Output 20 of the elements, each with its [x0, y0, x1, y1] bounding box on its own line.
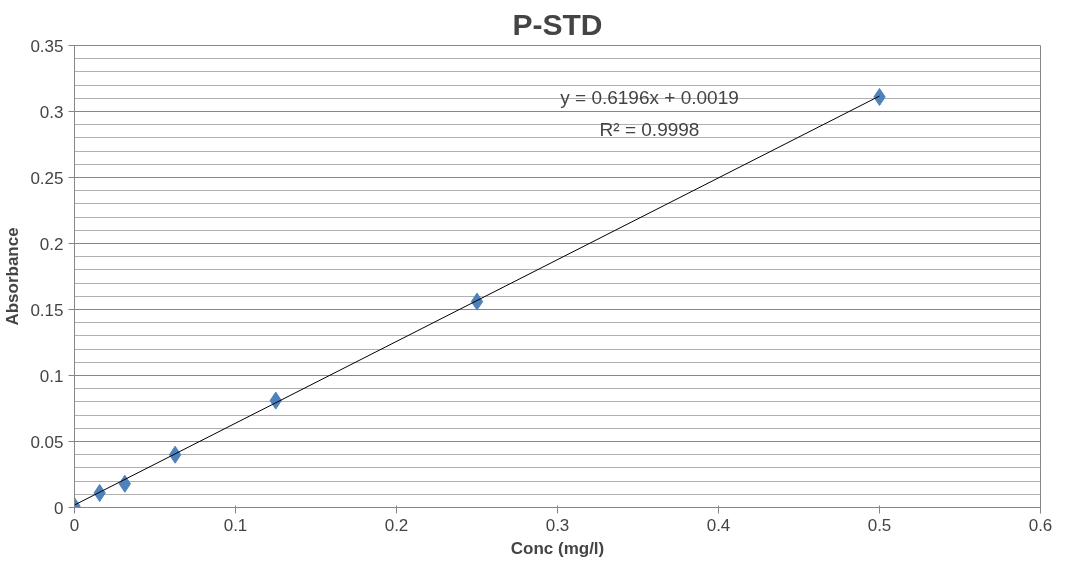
x-tick-label: 0.4 [706, 515, 731, 535]
y-tick-label: 0.3 [39, 102, 64, 122]
chart-title: P-STD [512, 7, 603, 41]
annotation: R² = 0.9998 [599, 118, 700, 140]
x-axis-title: Conc (mg/l) [510, 538, 605, 558]
y-tick-label: 0.15 [30, 300, 64, 320]
x-tick-label: 0 [69, 515, 80, 535]
y-tick-label: 0.2 [39, 234, 64, 254]
y-axis-title: Absorbance [3, 227, 23, 326]
x-tick-label: 0.6 [1028, 515, 1053, 535]
x-tick-label: 0.3 [545, 515, 570, 535]
y-tick-label: 0.1 [39, 366, 64, 386]
x-tick-label: 0.1 [223, 515, 248, 535]
x-tick-label: 0.5 [867, 515, 892, 535]
annotation: y = 0.6196x + 0.0019 [560, 86, 739, 108]
x-tick-label: 0.2 [384, 515, 409, 535]
y-tick-label: 0.05 [30, 432, 64, 452]
y-tick-label: 0.35 [30, 36, 64, 56]
y-tick-label: 0 [54, 498, 64, 518]
y-tick-label: 0.25 [30, 168, 64, 188]
